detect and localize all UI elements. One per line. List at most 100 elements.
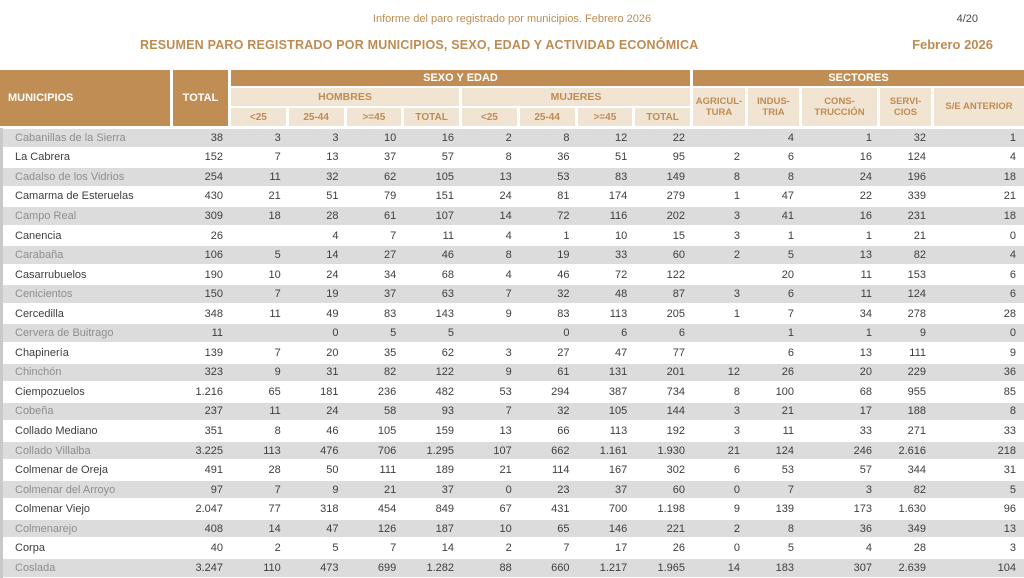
servicios-cell: 9 (919, 327, 926, 340)
hombres-total-cell: 5 (447, 327, 454, 340)
industria-cell: 8 (787, 170, 794, 183)
mujeres-gte45-cell: 33 (615, 249, 628, 262)
col-header-mujeres-total: TOTAL (635, 108, 690, 126)
servicios-cell: 111 (909, 346, 926, 359)
table-row: Casarrubuelos 190 10 24 34 68 4 46 72 12… (3, 264, 1024, 285)
mujeres-lt25-cell: 14 (499, 209, 512, 222)
col-header-hombres-25-44: 25-44 (288, 108, 344, 126)
se-anterior-cell: 31 (1003, 464, 1016, 477)
hombres-gte45-cell: 126 (377, 522, 397, 535)
hombres-25-44-cell: 3 (332, 131, 339, 144)
construccion-cell: 68 (859, 385, 872, 398)
mujeres-gte45-cell: 47 (615, 346, 628, 359)
construccion-cell: 307 (853, 561, 872, 574)
industria-cell: 21 (781, 405, 794, 418)
mujeres-25-44-cell: 61 (557, 366, 570, 379)
construccion-cell: 13 (859, 346, 872, 359)
hombres-25-44-cell: 473 (320, 561, 339, 574)
construccion-cell: 17 (859, 405, 872, 418)
table-row: Cadalso de los Vidrios 254 11 32 62 105 … (3, 167, 1024, 187)
col-header-industria: INDUS- TRIA (748, 88, 799, 126)
hombres-total-cell: 11 (442, 229, 454, 242)
mujeres-total-cell: 201 (666, 366, 685, 379)
industria-cell: 8 (787, 522, 794, 535)
se-anterior-cell: 36 (1003, 366, 1016, 379)
agricultura-cell: 14 (727, 561, 740, 574)
table-row: Chapinería 139 7 20 35 62 3 27 47 77 6 1… (3, 343, 1024, 363)
table-row: Cercedilla 348 11 49 83 143 9 83 113 205… (3, 303, 1024, 324)
hombres-lt25-cell: 11 (269, 405, 281, 418)
construccion-cell: 16 (859, 151, 872, 164)
se-anterior-cell: 33 (1003, 424, 1016, 437)
col-header-construccion: CONS- TRUCCIÓN (802, 88, 877, 126)
mujeres-25-44-cell: 8 (563, 131, 570, 144)
mujeres-lt25-cell: 9 (505, 366, 512, 379)
hombres-total-cell: 159 (435, 424, 454, 437)
agricultura-cell: 1 (733, 307, 740, 320)
municipio-cell: Cercedilla (15, 307, 64, 320)
servicios-cell: 271 (907, 424, 926, 437)
mujeres-total-cell: 144 (666, 405, 685, 418)
hombres-total-cell: 63 (441, 288, 454, 301)
total-cell: 106 (204, 249, 223, 262)
industria-cell: 41 (781, 209, 794, 222)
col-header-mujeres-gte45: >=45 (577, 108, 633, 126)
industria-cell: 6 (787, 288, 794, 301)
hombres-lt25-cell: 21 (268, 190, 281, 203)
group-header-sexo-edad: SEXO Y EDAD (231, 70, 690, 86)
mujeres-gte45-cell: 174 (608, 190, 628, 203)
hombres-lt25-cell: 7 (274, 288, 281, 301)
table-row: Canencia 26 4 7 11 4 1 10 15 3 1 1 21 0 (3, 225, 1024, 246)
mujeres-lt25-cell: 10 (499, 522, 512, 535)
total-cell: 309 (204, 209, 223, 222)
total-cell: 351 (204, 424, 223, 437)
hombres-total-cell: 482 (435, 385, 454, 398)
hombres-25-44-cell: 46 (326, 424, 339, 437)
mujeres-total-cell: 122 (666, 268, 685, 281)
municipio-cell: Campo Real (15, 209, 77, 222)
construccion-cell: 22 (859, 190, 872, 203)
construccion-cell: 246 (853, 444, 872, 457)
se-anterior-cell: 4 (1009, 151, 1016, 164)
hombres-gte45-cell: 706 (377, 444, 397, 457)
hombres-total-cell: 14 (441, 542, 454, 555)
mujeres-gte45-cell: 116 (609, 209, 628, 222)
mujeres-25-44-cell: 1 (563, 229, 570, 242)
mujeres-total-cell: 149 (666, 170, 685, 183)
hombres-total-cell: 1.282 (426, 561, 454, 574)
col-header-construccion-line2: TRUCCIÓN (814, 107, 865, 118)
total-cell: 1.216 (195, 385, 223, 398)
hombres-25-44-cell: 24 (326, 268, 339, 281)
hombres-total-cell: 57 (441, 151, 454, 164)
mujeres-gte45-cell: 167 (608, 464, 628, 477)
hombres-lt25-cell: 28 (268, 464, 281, 477)
agricultura-cell: 0 (733, 483, 740, 496)
construccion-cell: 1 (865, 327, 872, 340)
agricultura-cell: 2 (733, 249, 740, 262)
hombres-gte45-cell: 5 (390, 327, 397, 340)
servicios-cell: 344 (907, 464, 926, 477)
mujeres-lt25-cell: 4 (505, 229, 512, 242)
hombres-gte45-cell: 111 (379, 464, 397, 477)
summary-title: RESUMEN PARO REGISTRADO POR MUNICIPIOS, … (140, 38, 699, 52)
construccion-cell: 173 (853, 503, 872, 516)
agricultura-cell: 8 (733, 385, 740, 398)
servicios-cell: 124 (907, 151, 926, 164)
hombres-total-cell: 68 (441, 268, 454, 281)
hombres-total-cell: 189 (435, 464, 454, 477)
hombres-gte45-cell: 10 (384, 131, 397, 144)
table-row: Colmenar de Oreja 491 28 50 111 189 21 1… (3, 460, 1024, 480)
hombres-25-44-cell: 181 (320, 385, 339, 398)
industria-cell: 11 (782, 424, 794, 437)
mujeres-gte45-cell: 1.161 (599, 444, 628, 457)
hombres-gte45-cell: 7 (390, 542, 397, 555)
table-row: Cenicientos 150 7 19 37 63 7 32 48 87 3 … (3, 284, 1024, 304)
page-number: 4/20 (956, 13, 978, 25)
period-label: Febrero 2026 (912, 37, 993, 52)
municipio-cell: Colmenarejo (15, 522, 78, 535)
construccion-cell: 34 (859, 307, 872, 320)
mujeres-total-cell: 95 (672, 151, 685, 164)
col-header-municipios: MUNICIPIOS (0, 70, 170, 126)
construccion-cell: 11 (860, 288, 872, 301)
col-header-agricultura: AGRICUL- TURA (693, 88, 745, 126)
